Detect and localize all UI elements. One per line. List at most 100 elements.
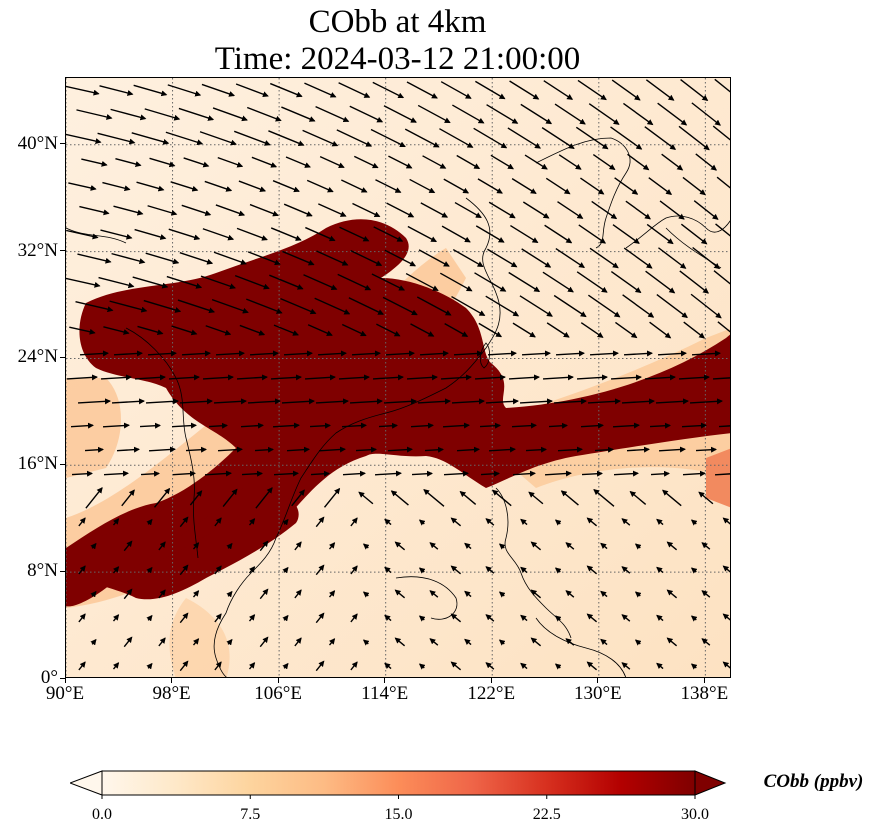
wind-arrow	[666, 541, 678, 551]
wind-arrow	[649, 321, 672, 339]
lon-tick-mark	[703, 678, 705, 683]
lat-tick-mark	[60, 356, 65, 358]
wind-arrow	[520, 614, 528, 622]
wind-arrow	[178, 107, 215, 121]
wind-arrow	[217, 446, 243, 453]
wind-arrow	[310, 470, 330, 477]
wind-arrow	[179, 398, 213, 405]
colorbar-upper-extend	[694, 770, 727, 796]
wind-arrow	[713, 270, 730, 285]
colorbar-lower-extend	[70, 770, 103, 796]
wind-arrow	[78, 565, 86, 575]
wind-arrow	[666, 589, 678, 599]
wind-arrow	[542, 271, 574, 293]
wind-arrow	[407, 225, 438, 243]
wind-arrow	[565, 590, 575, 598]
wind-arrow	[375, 179, 402, 193]
wind-arrow	[99, 85, 134, 96]
wind-arrow	[304, 374, 336, 381]
wind-arrow	[416, 296, 452, 316]
wind-arrow	[315, 564, 325, 576]
wind-arrow	[123, 540, 133, 552]
wind-arrow	[350, 661, 358, 671]
wind-arrow	[192, 638, 200, 646]
wind-arrow	[211, 298, 249, 314]
wind-arrow	[576, 374, 608, 381]
wind-arrow	[512, 322, 536, 338]
wind-arrow	[336, 129, 373, 147]
wind-arrow	[251, 156, 278, 168]
wind-arrow	[303, 274, 338, 290]
wind-arrow	[473, 127, 508, 149]
wind-arrow	[541, 127, 575, 149]
wind-arrow	[171, 422, 197, 429]
wind-arrow	[348, 297, 385, 315]
wind-arrow	[548, 422, 568, 429]
wind-arrow	[614, 177, 639, 195]
wind-arrow	[282, 566, 289, 574]
wind-arrow	[248, 518, 256, 526]
wind-arrow	[158, 637, 166, 647]
wind-arrow	[81, 158, 108, 167]
wind-arrow	[508, 271, 541, 293]
wind-arrow	[440, 374, 472, 381]
wind-arrow	[137, 325, 164, 336]
wind-arrow	[498, 639, 506, 646]
wind-arrow	[341, 179, 368, 193]
wind-arrow	[714, 473, 730, 476]
wind-arrow	[544, 470, 572, 477]
wind-arrow	[698, 491, 714, 505]
wind-arrow	[657, 350, 687, 357]
wind-arrow	[519, 295, 553, 317]
wind-arrow	[475, 80, 506, 100]
wind-arrow	[625, 200, 651, 220]
wind-arrow	[234, 274, 270, 290]
wind-arrow	[69, 326, 96, 335]
wind-arrow	[202, 228, 235, 241]
wind-arrow	[390, 490, 409, 506]
lat-tick-label: 40°N	[17, 132, 58, 154]
wind-arrow	[511, 422, 537, 429]
wind-arrow	[204, 470, 232, 477]
wind-arrow	[464, 638, 472, 646]
wind-arrow	[307, 324, 333, 336]
wind-arrow	[657, 102, 688, 126]
wind-arrow	[578, 224, 607, 244]
wind-arrow	[233, 130, 271, 146]
wind-arrow	[690, 663, 698, 670]
wind-arrow	[269, 82, 303, 98]
wind-arrow	[587, 294, 621, 318]
wind-arrow	[440, 81, 472, 99]
wind-arrow	[621, 518, 631, 526]
wind-arrow	[306, 179, 334, 193]
wind-arrow	[419, 350, 449, 357]
lat-tick-label: 16°N	[17, 453, 58, 475]
wind-arrow	[444, 323, 469, 337]
wind-arrow	[337, 273, 372, 291]
wind-arrow	[286, 446, 310, 453]
lon-tick-label: 106°E	[254, 683, 302, 704]
wind-arrow	[439, 272, 473, 292]
wind-arrow	[456, 154, 481, 170]
wind-arrow	[181, 350, 211, 357]
wind-arrow	[147, 350, 177, 357]
wind-arrow	[679, 270, 710, 294]
wind-arrow	[66, 85, 100, 96]
wind-arrow	[372, 374, 404, 381]
wind-arrow	[441, 225, 471, 243]
wind-arrow	[693, 200, 719, 220]
wind-arrow	[591, 200, 618, 220]
wind-arrow	[442, 422, 470, 429]
wind-arrow	[238, 180, 267, 192]
wind-arrow	[715, 223, 730, 237]
lon-tick-label: 114°E	[361, 683, 409, 704]
wind-arrow	[485, 295, 520, 317]
wind-arrow	[113, 205, 144, 216]
wind-arrow	[339, 226, 370, 242]
wind-arrow	[362, 543, 370, 550]
wind-arrow	[521, 248, 552, 268]
wind-arrow	[282, 614, 289, 622]
wind-arrow	[372, 81, 405, 99]
map-canvas	[66, 78, 730, 677]
wind-arrow	[183, 157, 210, 168]
